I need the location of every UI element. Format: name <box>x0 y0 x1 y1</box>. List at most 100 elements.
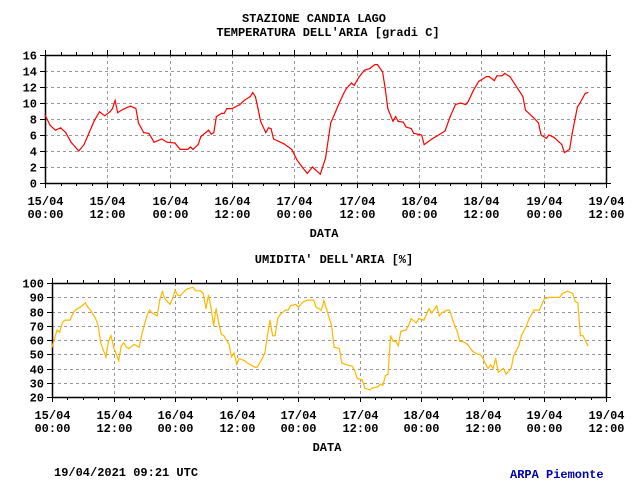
temperature-data-point <box>226 108 228 110</box>
humidity-data-point <box>428 308 430 310</box>
temperature-data-point <box>249 96 251 98</box>
humidity-data-point <box>438 315 440 317</box>
humidity-data-point <box>338 348 340 350</box>
humidity-data-point <box>233 352 235 354</box>
humidity-data-point <box>482 357 484 360</box>
humidity-data-point <box>74 309 76 311</box>
humidity-x-tick-label-time: 00:00 <box>526 422 562 436</box>
temperature-y-tick-label: 16 <box>23 50 37 64</box>
humidity-data-point <box>579 335 582 337</box>
humidity-data-point <box>284 309 286 311</box>
temperature-data-point <box>301 166 303 168</box>
humidity-x-tick-label-date: 15/04 <box>34 409 70 423</box>
temperature-data-point <box>358 76 360 78</box>
humidity-data-point <box>361 379 363 381</box>
humidity-data-point <box>195 290 197 292</box>
humidity-x-tick-label-time: 12:00 <box>96 422 132 436</box>
temperature-data-point <box>395 116 397 118</box>
temperature-data-point <box>571 132 573 134</box>
humidity-data-point <box>566 290 569 292</box>
humidity-data-point <box>141 333 143 335</box>
humidity-data-point <box>561 292 564 295</box>
humidity-x-axis-label: DATA <box>312 441 342 455</box>
humidity-data-point <box>582 335 584 337</box>
humidity-data-point <box>113 346 115 348</box>
temperature-x-tick-label-date: 16/04 <box>214 195 250 209</box>
humidity-data-point <box>287 309 289 311</box>
humidity-data-point <box>574 300 576 303</box>
temperature-data-point <box>369 68 371 70</box>
temperature-data-point <box>267 127 269 129</box>
humidity-data-point <box>279 313 281 315</box>
humidity-data-point <box>254 366 256 368</box>
humidity-data-point <box>256 366 258 368</box>
temperature-data-point <box>153 141 155 143</box>
humidity-data-point <box>377 386 379 388</box>
temperature-data-point <box>114 100 116 102</box>
humidity-data-point <box>289 305 292 307</box>
humidity-data-point <box>148 309 151 311</box>
temperature-data-point <box>49 124 51 126</box>
humidity-data-point <box>323 300 325 302</box>
temperature-data-point <box>137 122 140 124</box>
temperature-x-tick-label-date: 15/04 <box>89 195 125 209</box>
temperature-data-point <box>174 142 176 144</box>
temperature-data-point <box>350 82 353 84</box>
humidity-data-point <box>56 329 58 331</box>
temperature-data-point <box>265 132 267 134</box>
temperature-data-point <box>569 148 571 150</box>
humidity-data-point <box>192 286 194 288</box>
humidity-data-point <box>223 335 225 337</box>
humidity-data-point <box>543 298 546 300</box>
temperature-data-point <box>257 108 259 110</box>
humidity-data-point <box>372 387 374 389</box>
temperature-data-point <box>402 121 404 123</box>
temperature-data-point <box>111 108 114 110</box>
humidity-data-point <box>456 330 458 332</box>
humidity-data-point <box>379 383 381 385</box>
temperature-data-point <box>337 104 340 106</box>
temperature-x-tick-label-time: 00:00 <box>526 208 562 222</box>
humidity-x-tick-label-date: 15/04 <box>96 409 132 423</box>
temperature-data-point <box>306 172 308 174</box>
temperature-data-point <box>60 127 62 129</box>
humidity-x-tick-label-date: 16/04 <box>157 409 193 423</box>
humidity-x-tick-label-date: 17/04 <box>280 409 316 423</box>
temperature-data-point <box>270 128 272 130</box>
humidity-data-point <box>423 319 425 321</box>
temperature-x-tick-label-time: 12:00 <box>89 208 125 222</box>
humidity-data-point <box>266 335 268 337</box>
humidity-data-point <box>390 335 392 337</box>
temperature-data-point <box>78 150 80 152</box>
humidity-data-point <box>213 325 215 327</box>
temperature-data-point <box>343 92 345 94</box>
agency-link[interactable]: ARPA Piemonte <box>510 468 604 482</box>
humidity-data-point <box>243 360 245 362</box>
humidity-data-point <box>261 357 263 360</box>
humidity-chart: 203040506070809010015/0400:0015/0412:001… <box>22 278 624 437</box>
humidity-data-point <box>133 343 135 345</box>
temperature-data-point <box>273 138 275 140</box>
humidity-data-point <box>459 340 461 342</box>
humidity-x-tick-label-time: 00:00 <box>34 422 70 436</box>
temperature-data-point <box>244 99 246 101</box>
temperature-data-point <box>104 115 106 117</box>
temperature-data-point <box>192 148 194 150</box>
humidity-data-point <box>118 360 120 362</box>
humidity-data-point <box>497 371 499 373</box>
temperature-y-tick-label: 4 <box>30 146 37 160</box>
temperature-data-point <box>260 120 262 122</box>
humidity-data-point <box>230 356 233 358</box>
humidity-data-point <box>587 345 589 347</box>
temperature-x-axis-label: DATA <box>309 227 339 241</box>
temperature-data-point <box>485 76 488 78</box>
humidity-data-point <box>202 293 204 295</box>
temperature-data-point <box>439 133 441 135</box>
humidity-data-point <box>418 318 420 320</box>
humidity-data-point <box>415 322 417 324</box>
humidity-x-tick-label-time: 12:00 <box>588 422 624 436</box>
humidity-data-point <box>123 342 125 344</box>
temperature-data-point <box>213 132 215 134</box>
temperature-data-point <box>472 89 475 91</box>
temperature-data-point <box>522 96 524 98</box>
